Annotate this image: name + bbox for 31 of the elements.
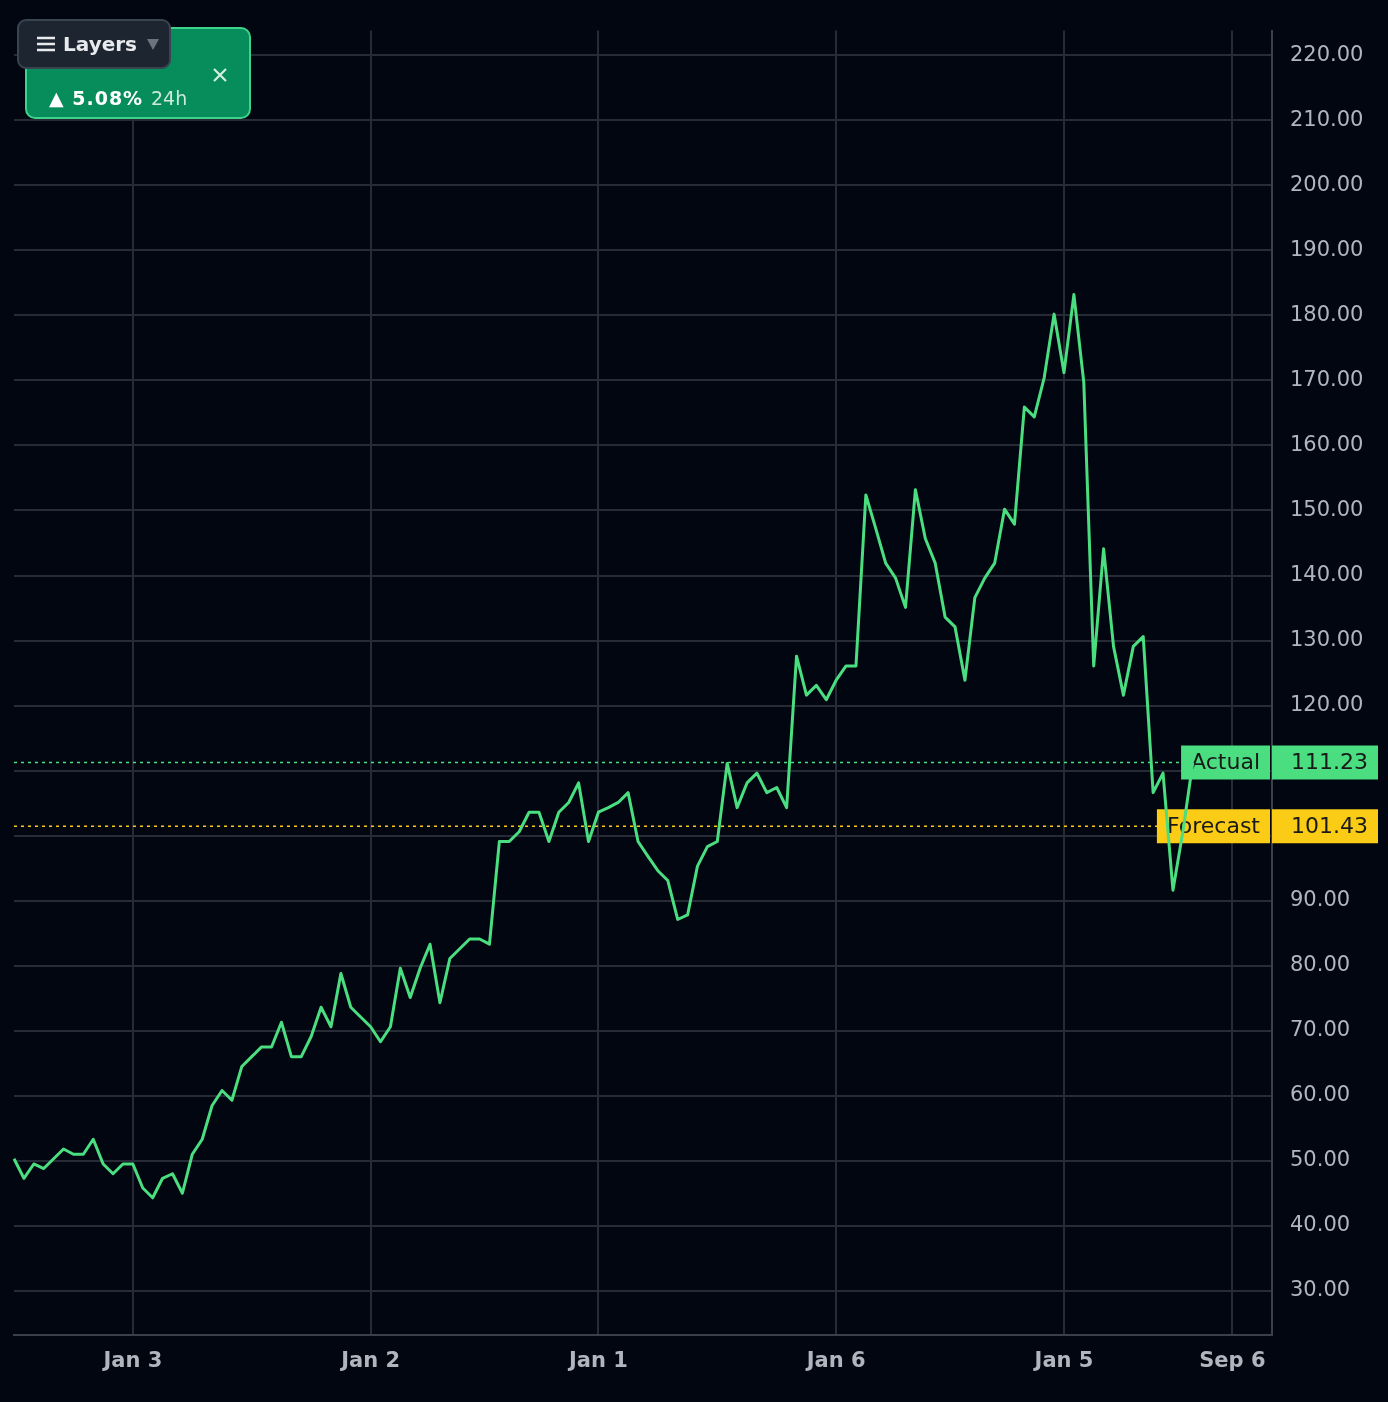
x-tick-label: Jan 5 <box>1032 1348 1094 1373</box>
x-tick-label: Jan 1 <box>567 1348 628 1373</box>
y-tick-label: 200.00 <box>1290 171 1364 196</box>
ref-line-label: Actual <box>1191 749 1260 775</box>
y-tick-label: 160.00 <box>1290 431 1364 456</box>
x-tick-label: Sep 6 <box>1199 1348 1266 1373</box>
y-tick-label: 220.00 <box>1290 41 1364 66</box>
y-tick-label: 120.00 <box>1290 692 1364 717</box>
y-tick-label: 60.00 <box>1290 1082 1351 1107</box>
y-tick-label: 40.00 <box>1290 1212 1351 1237</box>
y-tick-label: 70.00 <box>1290 1017 1351 1042</box>
x-tick-label: Jan 6 <box>804 1348 866 1373</box>
annotation: Layers <box>63 32 137 56</box>
annotation: ▲ 5.08% <box>49 87 144 109</box>
text: 101.43 <box>1291 813 1368 839</box>
y-tick-label: 50.00 <box>1290 1147 1351 1172</box>
x-tick-label: Jan 2 <box>339 1348 401 1373</box>
y-tick-label: 130.00 <box>1290 626 1364 651</box>
y-tick-label: 210.00 <box>1290 106 1364 131</box>
y-tick-label: 180.00 <box>1290 301 1364 326</box>
x-tick-label: Jan 3 <box>101 1348 163 1373</box>
y-tick-label: 190.00 <box>1290 236 1364 261</box>
text: 111.23 <box>1291 749 1368 775</box>
y-tick-label: 30.00 <box>1290 1277 1351 1302</box>
y-tick-label: 90.00 <box>1290 887 1351 912</box>
layers-button: Layers <box>17 19 171 69</box>
annotation: 24h <box>151 87 188 109</box>
y-tick-label: 150.00 <box>1290 496 1364 521</box>
y-tick-label: 170.00 <box>1290 366 1364 391</box>
y-tick-label: 80.00 <box>1290 952 1351 977</box>
y-tick-label: 140.00 <box>1290 561 1364 586</box>
